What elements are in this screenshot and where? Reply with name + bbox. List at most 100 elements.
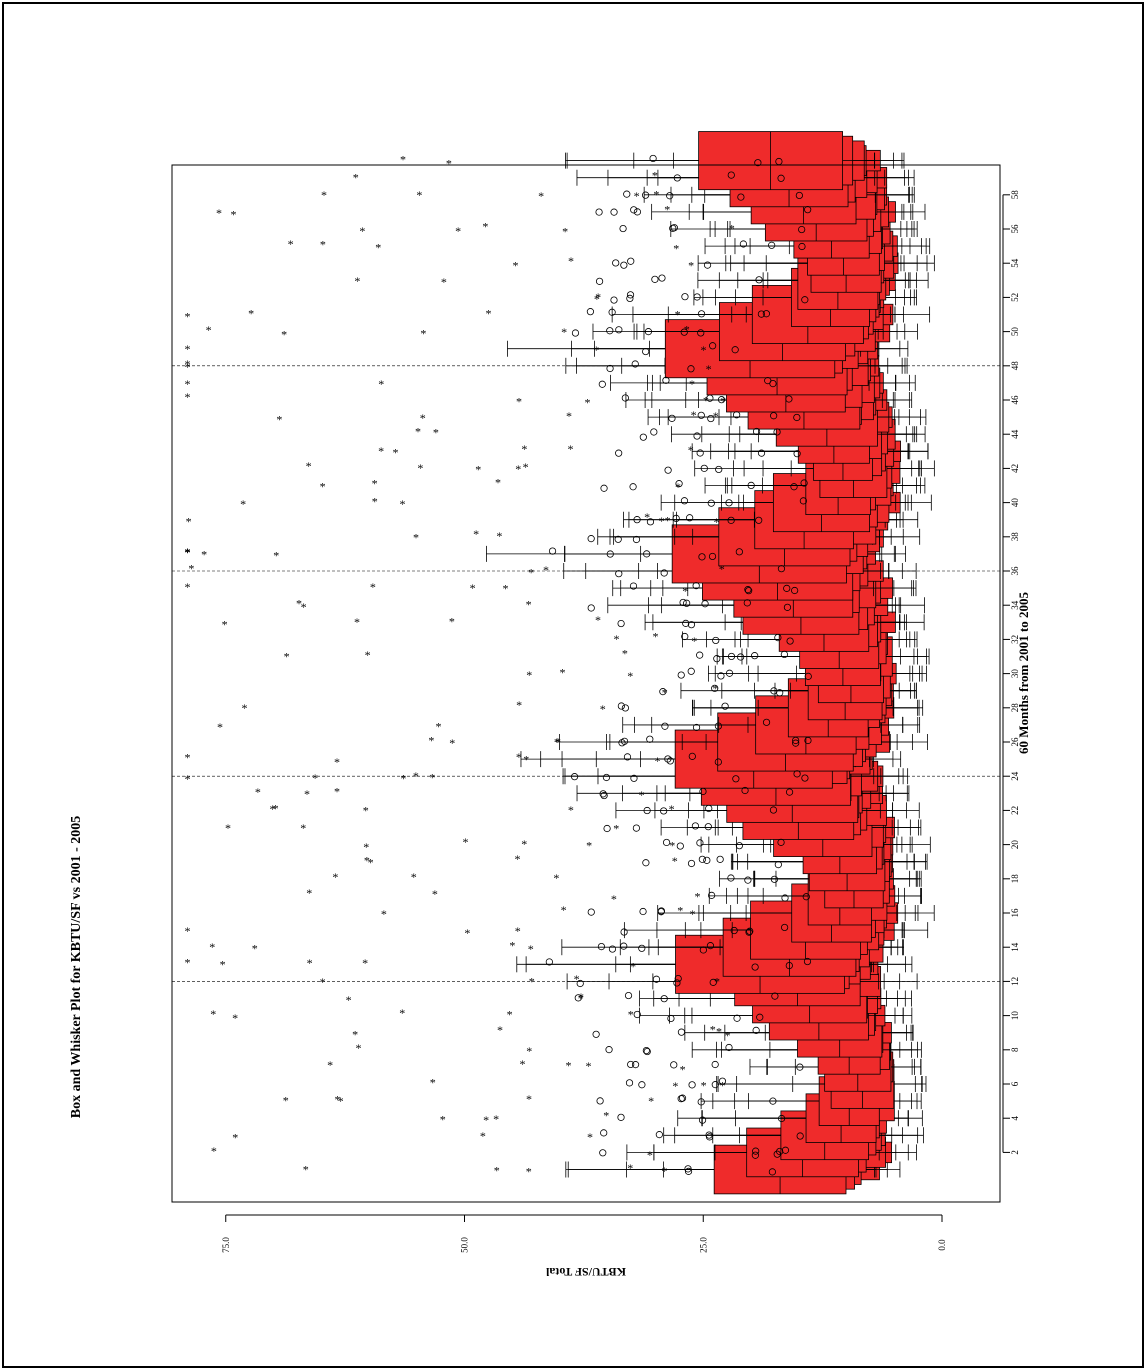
outlier-star: * [420,326,426,340]
x-tick-label: 2 [1010,1150,1020,1155]
outlier-star: * [363,840,369,854]
outlier-star: * [529,974,535,988]
outlier-star: * [630,959,636,973]
outlier-circle [801,296,809,304]
outlier-circle [751,1151,759,1159]
outlier-circle [627,1060,635,1069]
outlier-circle [770,412,778,420]
outlier-circle [676,842,684,850]
outlier-star: * [494,1164,500,1178]
outlier-circle [768,1168,776,1176]
outlier-circle [793,770,801,778]
outlier-circle [709,342,717,350]
outlier-star: * [652,630,658,644]
outlier-circle [688,752,696,760]
outlier-star: * [417,461,423,475]
outlier-circle [727,516,735,524]
outlier-star: * [713,515,719,529]
outlier-circle [804,672,812,680]
outlier-circle [795,191,803,200]
outlier-star: * [363,803,369,817]
outlier-circle [619,224,627,233]
outlier-star: * [483,1113,489,1127]
outlier-circle [781,923,789,932]
outlier-star: * [553,871,559,885]
x-tick-label: 28 [1010,703,1020,713]
outlier-circle [615,570,623,578]
outlier-circle [771,992,779,1000]
outlier-circle [778,1114,786,1123]
outlier-star: * [185,924,191,938]
outlier-star: * [595,613,601,627]
outlier-star: * [440,1113,446,1127]
outlier-circle [598,380,606,388]
outlier-circle [764,377,772,385]
outlier-circle [683,599,691,607]
outlier-star: * [284,650,290,664]
outlier-star: * [647,1148,653,1162]
outlier-circle [675,480,683,488]
outlier-circle [725,669,734,677]
outlier-circle [639,433,647,441]
outlier-star: * [516,698,522,712]
outlier-circle [802,893,810,901]
outlier-circle [754,159,762,167]
outlier-star: * [526,1092,532,1106]
outlier-star: * [248,306,254,320]
outlier-circle [661,722,669,730]
x-tick-label: 46 [1010,395,1020,405]
outlier-circle [687,667,695,675]
outlier-star: * [516,750,522,764]
outlier-circle [630,206,638,214]
outlier-circle [617,619,625,628]
outlier-star: * [441,275,447,289]
outlier-star: * [312,771,318,785]
outlier-circle [597,942,606,951]
outlier-circle [574,994,582,1002]
outlier-star: * [603,1108,609,1122]
outlier-circle [713,655,721,663]
outlier-circle [804,736,812,745]
outlier-circle [626,291,635,299]
outlier-star: * [639,788,645,802]
outlier-circle [633,208,642,216]
outlier-circle [725,499,733,507]
outlier-star: * [719,1079,725,1093]
outlier-star: * [232,1130,238,1144]
outlier-star: * [713,409,719,423]
outlier-star: * [691,408,697,422]
outlier-star: * [701,343,707,357]
outlier-circle [783,584,791,592]
outlier-circle [697,310,706,318]
outlier-circle [799,497,807,505]
outlier-circle [741,786,749,795]
outlier-star: * [593,343,599,357]
outlier-circle [617,1113,625,1121]
outlier-circle [747,481,755,490]
outlier-star: * [574,972,580,986]
outlier-circle [666,192,674,200]
outlier-circle [686,514,694,522]
outlier-circle [697,411,705,419]
plot-frame [171,164,1001,1203]
outlier-star: * [673,242,679,256]
outlier-star: * [688,258,694,272]
outlier-circle [570,773,579,781]
outlier-circle [644,328,653,336]
y-axis-title: KBTU/SF Total [545,1265,626,1279]
outlier-star: * [493,1112,499,1126]
outlier-circle [677,1095,685,1103]
outlier-star: * [217,720,223,734]
outlier-circle [704,823,712,831]
outlier-circle [762,718,771,726]
outlier-circle [752,1147,760,1155]
outlier-circle [796,1063,804,1071]
outlier-circle [768,241,776,249]
outlier-star: * [185,955,191,969]
outlier-circle [669,224,677,232]
outlier-circle [777,565,786,573]
outlier-star: * [528,942,534,956]
outlier-star: * [241,701,247,715]
outlier-star: * [273,548,279,562]
outlier-circle [659,688,667,696]
